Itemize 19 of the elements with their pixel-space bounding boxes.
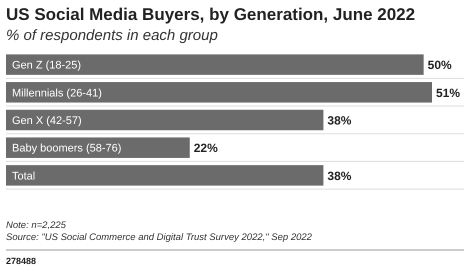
bar [6, 110, 324, 130]
bar [6, 54, 424, 75]
bar [6, 165, 324, 186]
data-label: 38% [327, 114, 352, 128]
bar [6, 82, 432, 103]
y-tick-label: Baby boomers (58-76) [12, 142, 122, 155]
chart-subtitle: % of respondents in each group [6, 27, 218, 44]
text: 278488 [6, 256, 36, 266]
text: Note: n=2,225 [6, 220, 67, 231]
y-tick-label: Millennials (26-41) [12, 87, 102, 100]
data-label: 50% [428, 58, 452, 72]
data-label: 51% [436, 86, 460, 100]
chart-title: US Social Media Buyers, by Generation, June 2022 [6, 5, 416, 24]
source-note: Source: "US Social Commerce and Digital Trust Survey 2022," Sep 2022 [6, 232, 313, 243]
y-tick-label: Gen Z (18-25) [12, 60, 82, 72]
data-label: 38% [327, 168, 352, 183]
data-label: 22% [194, 141, 218, 156]
y-tick-label: Total [12, 170, 36, 182]
y-tick-label: Gen X (42-57) [12, 115, 82, 127]
